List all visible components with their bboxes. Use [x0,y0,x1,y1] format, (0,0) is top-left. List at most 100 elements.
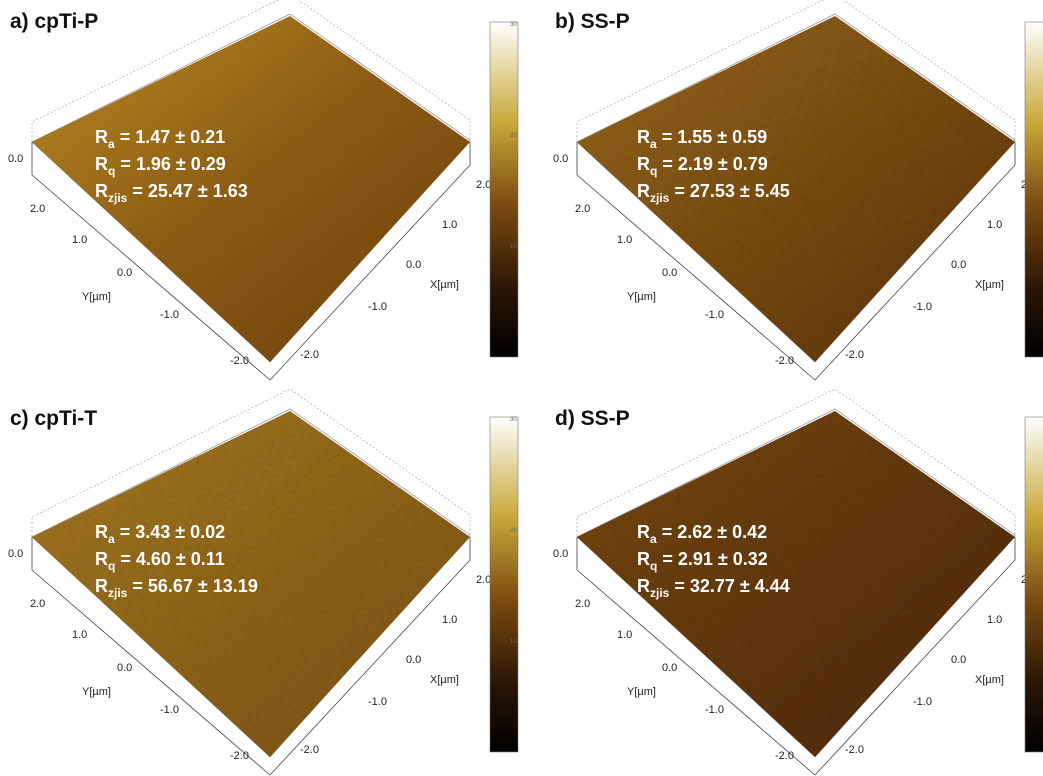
y-tick-label: -2.0 [230,355,249,367]
colorbar [490,22,518,357]
x-tick-label: 2.0 [476,179,491,191]
y-tick-label: 2.0 [575,203,590,215]
panel-label: c) cpTi-T [10,407,97,430]
stat-symbol: R [637,181,650,201]
panel-label: d) SS-P [555,407,630,430]
stat-subscript: q [108,164,115,178]
x-tick-label: 1.0 [987,219,1002,231]
z-tick-label: 0.0 [8,548,23,560]
panel: b) SS-PRa = 1.55 ± 0.59Rq = 2.19 ± 0.79R… [553,0,1043,380]
colorbar [1025,417,1043,752]
y-tick-label: 0.0 [662,662,677,674]
x-axis-title: X[µm] [975,279,1004,291]
y-tick-label: 1.0 [72,629,87,641]
x-axis-title: X[µm] [430,674,459,686]
stat-value: = 2.62 ± 0.42 [657,522,767,542]
z-tick-label: 0.0 [553,548,568,560]
x-tick-label: 2.0 [476,574,491,586]
stat-symbol: R [95,154,108,174]
x-tick-label: -1.0 [913,301,932,313]
x-tick-label: -1.0 [368,301,387,313]
stat-value: = 27.53 ± 5.45 [669,181,789,201]
y-tick-label: 2.0 [575,598,590,610]
y-tick-label: 1.0 [617,629,632,641]
stat-subscript: q [650,559,657,573]
x-tick-label: -2.0 [300,744,319,756]
y-tick-label: -2.0 [775,355,794,367]
y-tick-label: 0.0 [117,267,132,279]
x-tick-label: 1.0 [987,614,1002,626]
x-tick-label: -1.0 [913,696,932,708]
panel-label: b) SS-P [555,10,630,33]
y-tick-label: -1.0 [160,309,179,321]
y-axis-title: Y[µm] [82,291,111,303]
x-tick-label: -1.0 [368,696,387,708]
x-tick-label: 0.0 [951,259,966,271]
x-tick-label: -2.0 [845,349,864,361]
stat-subscript: q [650,164,657,178]
y-tick-label: -2.0 [230,750,249,762]
stat-value: = 1.55 ± 0.59 [657,127,767,147]
stat-symbol: R [637,522,650,542]
stat-symbol: R [95,549,108,569]
stat-symbol: R [637,127,650,147]
panel-label: a) cpTi-P [10,10,98,33]
stat-value: = 2.19 ± 0.79 [657,154,767,174]
stat-symbol: R [95,522,108,542]
stat-symbol: R [95,127,108,147]
y-axis-title: Y[µm] [627,686,656,698]
colorbar-tick-label: 30 [510,22,517,28]
colorbar-tick-label: 30 [510,417,517,423]
stat-value: = 32.77 ± 4.44 [669,576,789,596]
colorbar-tick-label: 20 [510,528,517,534]
y-tick-label: -1.0 [160,704,179,716]
stat-value: = 1.96 ± 0.29 [115,154,225,174]
stat-subscript: zjis [650,191,670,205]
y-axis-title: Y[µm] [82,686,111,698]
colorbar-tick-label: 10 [510,639,517,645]
colorbar-tick-label: 10 [510,244,517,250]
stat-subscript: q [108,559,115,573]
stat-symbol: R [637,154,650,174]
z-tick-label: 0.0 [8,153,23,165]
colorbar-tick-label: 20 [510,133,517,139]
y-tick-label: 0.0 [117,662,132,674]
stat-value: = 1.47 ± 0.21 [115,127,225,147]
y-axis-title: Y[µm] [627,291,656,303]
stat-symbol: R [95,576,108,596]
x-tick-label: 0.0 [406,259,421,271]
y-tick-label: 2.0 [30,203,45,215]
stat-value: = 25.47 ± 1.63 [127,181,247,201]
y-tick-label: -2.0 [775,750,794,762]
figure: a) cpTi-PRa = 1.47 ± 0.21Rq = 1.96 ± 0.2… [0,0,1043,776]
stat-value: = 3.43 ± 0.02 [115,522,225,542]
stat-symbol: R [95,181,108,201]
x-axis-title: X[µm] [430,279,459,291]
y-tick-label: 1.0 [617,234,632,246]
stat-subscript: zjis [108,191,128,205]
x-tick-label: 1.0 [442,614,457,626]
x-axis-title: X[µm] [975,674,1004,686]
stat-value: = 2.91 ± 0.32 [657,549,767,569]
panel: a) cpTi-PRa = 1.47 ± 0.21Rq = 1.96 ± 0.2… [8,0,518,380]
x-tick-label: 0.0 [951,654,966,666]
panel: d) SS-PRa = 2.62 ± 0.42Rq = 2.91 ± 0.32R… [553,389,1043,775]
stat-subscript: zjis [108,586,128,600]
x-tick-label: 1.0 [442,219,457,231]
y-tick-label: -1.0 [705,309,724,321]
x-tick-label: 0.0 [406,654,421,666]
stat-symbol: R [637,576,650,596]
stat-value: = 56.67 ± 13.19 [127,576,257,596]
colorbar [1025,22,1043,357]
y-tick-label: 0.0 [662,267,677,279]
x-tick-label: -2.0 [300,349,319,361]
x-tick-label: -2.0 [845,744,864,756]
colorbar [490,417,518,752]
y-tick-label: -1.0 [705,704,724,716]
z-tick-label: 0.0 [553,153,568,165]
stat-symbol: R [637,549,650,569]
stat-value: = 4.60 ± 0.11 [115,549,224,569]
y-tick-label: 1.0 [72,234,87,246]
y-tick-label: 2.0 [30,598,45,610]
